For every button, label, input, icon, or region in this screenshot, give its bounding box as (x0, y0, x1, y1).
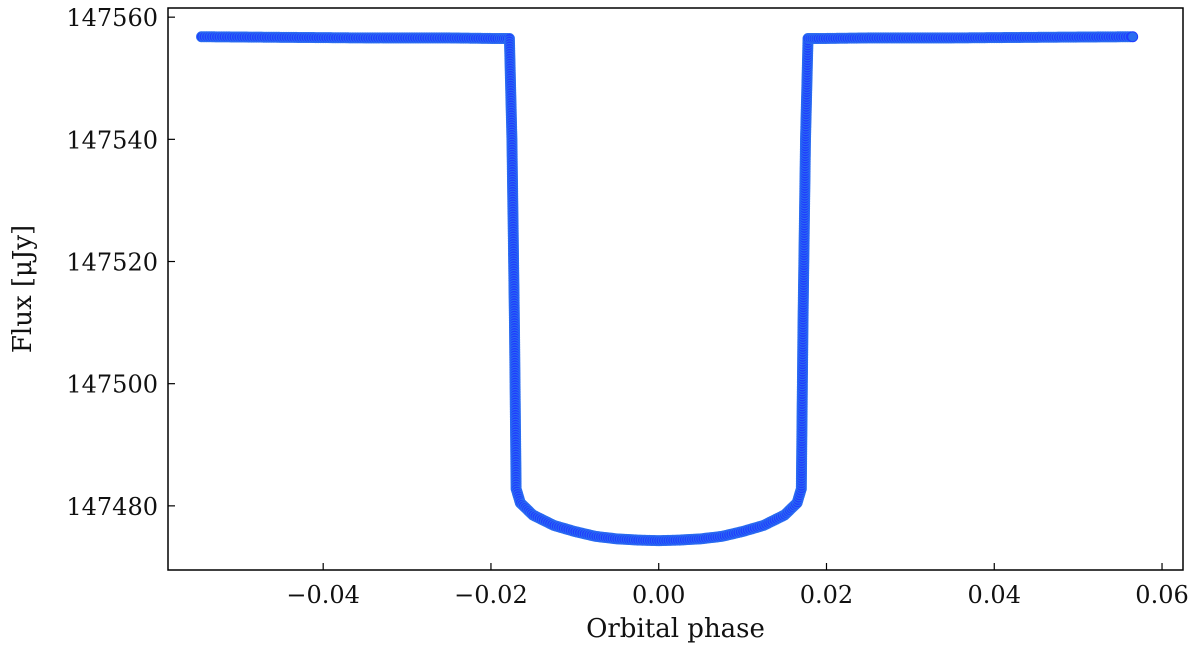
y-tick-label: 147560 (66, 4, 158, 32)
y-tick-label: 147500 (66, 371, 158, 399)
x-tick-label: −0.02 (454, 581, 528, 609)
data-point (1127, 31, 1139, 43)
x-tick-label: 0.04 (968, 581, 1021, 609)
x-tick-label: −0.04 (286, 581, 360, 609)
data-points (196, 31, 1139, 547)
x-tick-label: 0.06 (1135, 581, 1188, 609)
plot-frame (167, 7, 1184, 571)
y-tick-label: 147540 (66, 126, 158, 154)
x-axis-label: Orbital phase (586, 614, 765, 644)
y-axis: 147480 147500 147520 147540 147560 (66, 4, 175, 521)
y-axis-label: Flux [μJy] (8, 225, 38, 353)
x-tick-label: 0.02 (800, 581, 853, 609)
x-tick-label: 0.00 (632, 581, 685, 609)
y-tick-label: 147520 (66, 249, 158, 277)
y-tick-label: 147480 (66, 493, 158, 521)
x-axis: −0.04 −0.02 0.00 0.02 0.04 0.06 (286, 563, 1189, 609)
